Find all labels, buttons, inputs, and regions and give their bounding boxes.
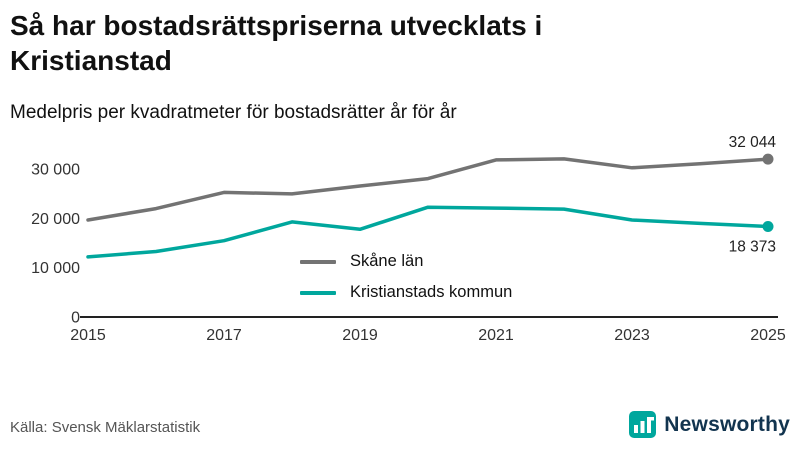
legend-item-kristianstad: Kristianstads kommun [300,283,512,302]
legend-label-kristianstad: Kristianstads kommun [350,283,513,301]
brand-wordmark: Newsworthy [664,412,790,436]
chart-subtitle: Medelpris per kvadratmeter för bostadsrä… [10,102,457,123]
legend-label-skane: Skåne län [350,252,424,270]
page-title: Så har bostadsrättspriserna utvecklats i… [10,10,543,76]
svg-text:10 000: 10 000 [31,260,80,277]
y-axis-labels: 0 10 000 20 000 30 000 [31,162,80,327]
svg-text:32 044: 32 044 [729,134,777,151]
chart-header: Så har bostadsrättspriserna utvecklats i… [0,0,800,124]
svg-text:2019: 2019 [342,327,378,344]
x-axis-labels: 2015 2017 2019 2021 2023 2025 [70,327,786,344]
price-chart-svg: 0 10 000 20 000 30 000 2015 2017 2019 2021 2023… [31,134,786,344]
newsworthy-logo-icon [629,411,657,438]
series-lines [86,153,774,259]
chart-footer: Källa: Svensk Mäklarstatistik Newsworthy [0,411,800,450]
chart-area: 0 10 000 20 000 30 000 2015 2017 2019 2021 2023… [0,134,800,374]
newsworthy-logo: Newsworthy [629,411,790,438]
legend-swatch-skane [300,259,336,264]
end-labels: 32 044 18 373 [729,134,777,255]
legend-item-skane: Skåne län [300,252,512,271]
svg-text:2021: 2021 [478,327,514,344]
svg-text:2025: 2025 [750,327,786,344]
svg-text:0: 0 [71,310,80,327]
svg-text:2023: 2023 [614,327,650,344]
legend-swatch-kristianstad [300,290,336,295]
source-text: Källa: Svensk Mäklarstatistik [10,419,201,436]
svg-text:20 000: 20 000 [31,211,80,228]
svg-text:2015: 2015 [70,327,106,344]
svg-text:30 000: 30 000 [31,162,80,179]
svg-text:2017: 2017 [206,327,242,344]
svg-text:18 373: 18 373 [729,239,776,256]
chart-legend: Skåne län Kristianstads kommun [300,252,512,302]
